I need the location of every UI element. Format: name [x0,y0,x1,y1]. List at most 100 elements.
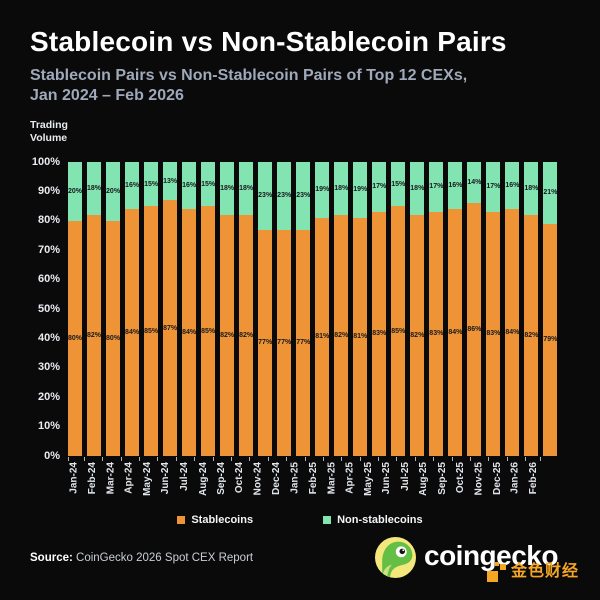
bar-segment-stablecoin: 81% [315,217,330,456]
axis-tick [249,457,251,461]
bar-segment-label: 77% [277,339,292,347]
bar-segment-non-stablecoin: 18% [334,162,349,215]
bar-column: 17% 83% [486,162,501,456]
subtitle-line-2: Jan 2024 – Feb 2026 [30,87,184,104]
bar-segment-non-stablecoin: 19% [353,162,368,218]
y-axis-label: 30% [37,361,60,374]
bar-segment-non-stablecoin: 17% [372,162,387,212]
plot-area: 20% 80% 18% 82% 20% 80% 16% 84% 15% 85% 13% 87% 16% 8… [68,162,558,456]
bar-segment-label: 82% [239,331,254,339]
bar-column: 23% 77% [258,162,273,456]
bar-segment-stablecoin: 84% [125,209,140,456]
x-axis-label-cell: Feb-25 [307,462,320,514]
x-axis-label-cell: Sep-25 [436,462,449,514]
bar-segment-stablecoin: 84% [448,209,463,456]
bar-segment-label: 13% [163,177,178,185]
bar-segment-stablecoin: 83% [486,211,501,456]
bar-segment-non-stablecoin: 18% [239,162,254,215]
axis-tick [102,457,104,461]
x-axis-label: Nov-24 [252,462,264,496]
x-axis-label-cell: Nov-25 [473,462,486,514]
axis-tick [267,457,269,461]
y-axis-label: 90% [37,184,60,197]
x-axis-label-cell: May-24 [142,462,155,514]
bar-column: 18% 82% [524,162,539,456]
bar-column: 18% 82% [239,162,254,456]
bar-segment-stablecoin: 84% [182,209,197,456]
bar-segment-label: 18% [524,184,539,192]
bar-segment-stablecoin: 77% [277,229,292,456]
x-axis-label-cell: Oct-24 [234,462,247,514]
bar-segment-label: 82% [410,331,425,339]
axis-tick [396,457,398,461]
y-axis-label: 20% [37,390,60,403]
bar-segment-stablecoin: 82% [334,214,349,456]
page-subtitle: Stablecoin Pairs vs Non-Stablecoin Pairs… [30,66,467,106]
bar-segment-label: 23% [277,192,292,200]
bar-segment-stablecoin: 85% [391,206,406,456]
bar-segment-label: 82% [87,331,102,339]
bar-segment-label: 21% [543,189,558,197]
x-axis-label: Jul-24 [179,462,191,491]
jinse-pixel-icon [487,562,508,582]
x-axis-label: Oct-25 [454,462,466,494]
axis-tick [451,457,453,461]
source-note: Source: CoinGecko 2026 Spot CEX Report [30,552,253,564]
bar-segment-label: 85% [144,327,159,335]
bar-segment-label: 19% [353,186,368,194]
axis-tick [175,457,177,461]
axis-tick [139,457,141,461]
bar-segment-label: 84% [182,329,197,336]
bar-segment-non-stablecoin: 16% [125,162,140,210]
x-axis-label: Feb-25 [307,462,319,495]
axis-tick [359,457,361,461]
axis-tick [230,457,232,461]
y-axis-label: 60% [37,273,60,286]
y-axis-label: 50% [37,302,60,315]
bar-segment-label: 18% [410,184,425,192]
axis-tick [488,457,490,461]
x-axis-label-cell: Jul-25 [399,462,412,514]
x-axis-label-cell: Apr-25 [344,462,357,514]
bar-segment-non-stablecoin: 18% [410,162,425,215]
bar-segment-label: 20% [68,187,83,195]
bar-segment-label: 16% [505,182,520,190]
axis-tick [341,457,343,461]
bar-segment-label: 14% [467,179,482,187]
x-axis-label: Dec-25 [491,462,503,495]
bar-segment-label: 77% [258,339,273,347]
bar-segment-non-stablecoin: 20% [106,162,121,221]
bar-segment-label: 82% [524,331,539,339]
bar-segment-label: 86% [467,326,482,334]
bar-segment-label: 84% [448,329,463,336]
bar-segment-stablecoin: 77% [296,229,311,456]
y-axis-title: Trading Volume [30,119,68,145]
bar-column: 20% 80% [106,162,121,456]
x-axis-label: Apr-24 [123,462,135,494]
axis-tick [68,457,69,461]
x-axis-label: May-25 [362,462,374,496]
bar-segment-label: 77% [296,339,311,347]
bar-column: 19% 81% [353,162,368,456]
bar-segment-label: 17% [486,183,501,191]
x-axis-label: Sep-24 [215,462,227,495]
x-axis-label-cell: Jan-25 [289,462,302,514]
axis-tick [378,457,380,461]
bar-segment-non-stablecoin: 23% [296,162,311,230]
bar-segment-stablecoin: 83% [372,211,387,456]
x-axis-label-cell: Aug-24 [197,462,210,514]
x-axis-label: Jul-25 [399,462,411,491]
legend-label: Stablecoins [191,514,254,526]
bar-segment-label: 79% [543,336,558,344]
bar-segment-non-stablecoin: 17% [429,162,444,212]
x-axis-label: Jan-24 [68,462,80,494]
x-axis-label: Jan-25 [289,462,301,494]
axis-tick [157,457,159,461]
bar-segment-stablecoin: 85% [201,206,216,456]
axis-tick [469,457,471,461]
x-axis-label: Jun-25 [381,462,393,495]
bar-column: 20% 80% [68,162,83,456]
bar-segment-non-stablecoin: 20% [68,162,83,221]
bar-segment-label: 23% [296,192,311,200]
x-axis-label: Mar-24 [105,462,117,495]
